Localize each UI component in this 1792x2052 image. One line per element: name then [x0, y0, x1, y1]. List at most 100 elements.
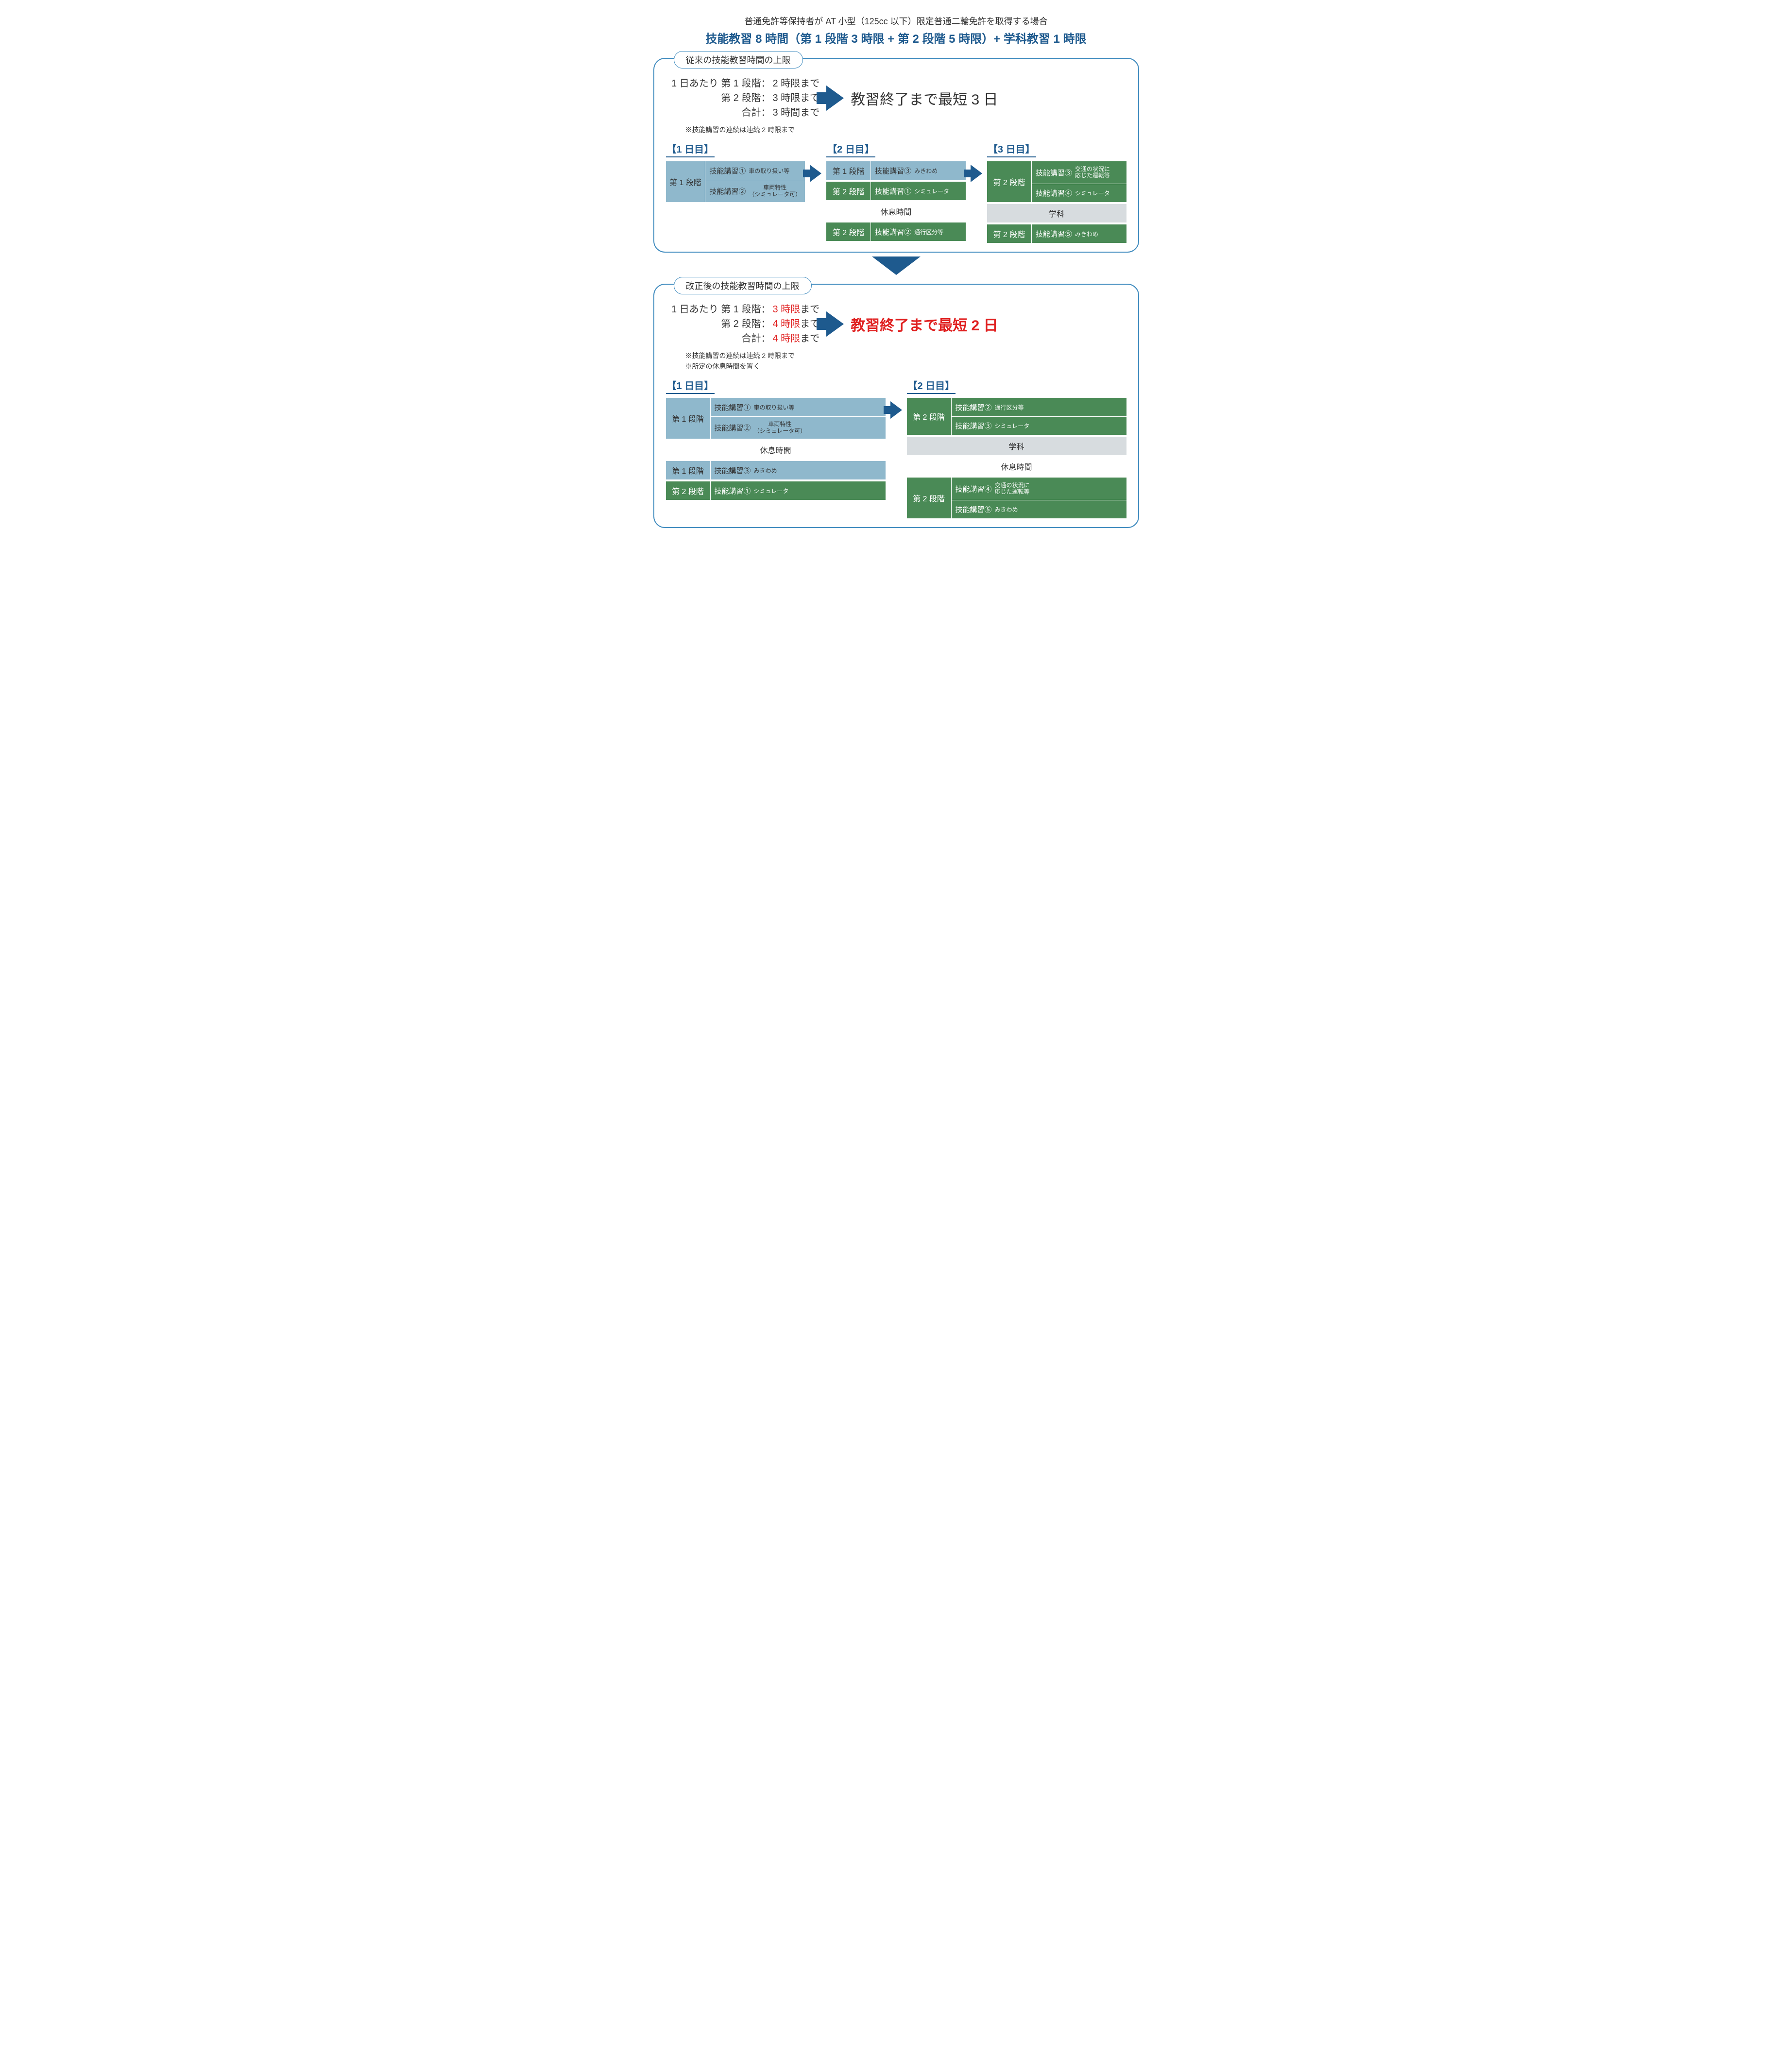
stage-label: 第 1 段階	[826, 161, 871, 180]
day-title: 【1 日目】	[666, 141, 715, 157]
lesson-main: 技能講習②	[709, 186, 746, 196]
lesson-cell: 技能講習③みきわめ	[711, 461, 886, 479]
limits-prefix: 合計：	[666, 105, 773, 120]
lesson-sub: みきわめ	[754, 466, 777, 475]
lesson-main: 技能講習②	[875, 227, 911, 237]
limits-suffix: まで	[800, 331, 819, 346]
lesson-cell: 技能講習⑤みきわめ	[1032, 224, 1126, 243]
lesson-cell: 技能講習②車両特性（シミュレータ可）	[705, 180, 805, 202]
stage-group: 第 2 段階技能講習②通行区分等技能講習③シミュレータ	[907, 398, 1126, 435]
stage-label: 第 2 段階	[907, 398, 952, 435]
panel-title: 従来の技能教習時間の上限	[674, 51, 803, 68]
lesson-sub: 車の取り扱い等	[754, 403, 795, 411]
lesson-cell: 技能講習①シミュレータ	[711, 481, 886, 500]
lesson-main: 技能講習①	[875, 186, 911, 196]
limits-value: 4 時限	[773, 317, 801, 331]
panel: 従来の技能教習時間の上限1 日あたり 第 1 段階：2 時限まで第 2 段階：3…	[653, 58, 1139, 253]
lesson-main: 技能講習③	[875, 166, 911, 176]
limits-prefix: 第 2 段階：	[666, 91, 773, 105]
stage-group: 第 1 段階技能講習①車の取り扱い等技能講習②車両特性（シミュレータ可）	[666, 398, 886, 439]
gakka-row: 学科	[907, 437, 1126, 455]
lesson-cell: 技能講習②車両特性（シミュレータ可）	[711, 416, 886, 439]
panel-title: 改正後の技能教習時間の上限	[674, 277, 812, 294]
lesson-cell: 技能講習③シミュレータ	[952, 416, 1126, 435]
lesson-cell: 技能講習①シミュレータ	[871, 182, 966, 200]
day-column: 【1 日目】第 1 段階技能講習①車の取り扱い等技能講習②車両特性（シミュレータ…	[666, 141, 805, 202]
down-arrow-wrap	[653, 256, 1139, 275]
lesson-sub: 車両特性（シミュレータ可）	[749, 185, 801, 197]
lesson-main: 技能講習①	[715, 486, 751, 496]
stage-row: 第 2 段階技能講習①シミュレータ	[666, 481, 886, 500]
stage-label: 第 1 段階	[666, 398, 711, 439]
limits-note: ※技能講習の連続は連続 2 時限まで	[685, 125, 1126, 135]
lesson-main: 技能講習①	[709, 166, 746, 176]
lesson-cell: 技能講習③交通の状況に応じた運転等	[1032, 161, 1126, 184]
limits-block: 1 日あたり 第 1 段階：3 時限まで第 2 段階：4 時限まで合計：4 時限…	[666, 302, 820, 346]
break-row: 休息時間	[826, 202, 966, 221]
lesson-main: 技能講習②	[956, 402, 992, 412]
lesson-cell: 技能講習①車の取り扱い等	[711, 398, 886, 416]
lesson-main: 技能講習①	[715, 402, 751, 412]
lesson-sub: 通行区分等	[995, 403, 1024, 411]
limits-prefix: 第 2 段階：	[666, 317, 773, 331]
lesson-main: 技能講習③	[1036, 168, 1072, 178]
limits-value: 3 時限	[773, 91, 801, 105]
stage-label: 第 2 段階	[826, 222, 871, 241]
lesson-cell: 技能講習①車の取り扱い等	[705, 161, 805, 180]
stage-label: 第 2 段階	[987, 161, 1032, 202]
stage-group: 第 2 段階技能講習④交通の状況に応じた運転等技能講習⑤みきわめ	[907, 478, 1126, 518]
lesson-main: 技能講習③	[715, 465, 751, 476]
limits-prefix: 1 日あたり 第 1 段階：	[666, 76, 773, 91]
lesson-main: 技能講習③	[956, 421, 992, 431]
limits-note: ※所定の休息時間を置く	[685, 361, 1126, 371]
day-title: 【2 日目】	[826, 141, 875, 157]
limits-suffix: まで	[800, 105, 819, 120]
lesson-sub: みきわめ	[914, 167, 938, 175]
days-row: 【1 日目】第 1 段階技能講習①車の取り扱い等技能講習②車両特性（シミュレータ…	[666, 378, 1126, 518]
lesson-main: 技能講習②	[715, 423, 751, 433]
limits-note: ※技能講習の連続は連続 2 時限まで	[685, 351, 1126, 360]
lesson-main: 技能講習⑤	[956, 504, 992, 514]
lesson-sub: 通行区分等	[914, 228, 943, 236]
limits-value: 3 時限	[773, 302, 801, 317]
lesson-sub: 車両特性（シミュレータ可）	[754, 421, 806, 434]
limits-block: 1 日あたり 第 1 段階：2 時限まで第 2 段階：3 時限まで合計：3 時間…	[666, 76, 820, 120]
lesson-cell: 技能講習④シミュレータ	[1032, 184, 1126, 202]
stage-label: 第 1 段階	[666, 461, 711, 479]
arrow-right-icon	[971, 165, 982, 182]
limits-prefix: 1 日あたり 第 1 段階：	[666, 302, 773, 317]
stage-label: 第 1 段階	[666, 161, 706, 202]
arrow-right-icon	[826, 311, 844, 337]
stage-group: 第 2 段階技能講習③交通の状況に応じた運転等技能講習④シミュレータ	[987, 161, 1126, 202]
stage-row: 第 1 段階技能講習③みきわめ	[666, 461, 886, 479]
lesson-sub: シミュレータ	[914, 187, 949, 195]
lesson-cell: 技能講習④交通の状況に応じた運転等	[952, 478, 1126, 500]
gakka-row: 学科	[987, 204, 1126, 222]
lesson-main: 技能講習④	[1036, 188, 1072, 198]
panel: 改正後の技能教習時間の上限1 日あたり 第 1 段階：3 時限まで第 2 段階：…	[653, 284, 1139, 528]
result-text: 教習終了まで最短 2 日	[851, 313, 998, 335]
day-column: 【2 日目】第 1 段階技能講習③みきわめ第 2 段階技能講習①シミュレータ休息…	[826, 141, 966, 241]
lesson-cell: 技能講習⑤みきわめ	[952, 500, 1126, 518]
arrow-right-icon	[890, 401, 902, 419]
stage-group: 第 1 段階技能講習①車の取り扱い等技能講習②車両特性（シミュレータ可）	[666, 161, 805, 202]
day-title: 【1 日目】	[666, 378, 715, 394]
lesson-sub: みきわめ	[1075, 230, 1098, 238]
header-subtitle: 普通免許等保持者が AT 小型（125cc 以下）限定普通二輪免許を取得する場合	[653, 15, 1139, 27]
result-text: 教習終了まで最短 3 日	[851, 87, 998, 109]
arrow-right-icon	[810, 165, 821, 182]
lesson-sub: シミュレータ	[1075, 189, 1110, 197]
lesson-sub: 交通の状況に応じた運転等	[1075, 166, 1110, 179]
days-row: 【1 日目】第 1 段階技能講習①車の取り扱い等技能講習②車両特性（シミュレータ…	[666, 141, 1126, 243]
day-title: 【2 日目】	[907, 378, 956, 394]
stage-row: 第 1 段階技能講習③みきわめ	[826, 161, 966, 180]
limits-suffix: まで	[800, 76, 819, 91]
day-column: 【1 日目】第 1 段階技能講習①車の取り扱い等技能講習②車両特性（シミュレータ…	[666, 378, 886, 500]
lesson-main: 技能講習⑤	[1036, 229, 1072, 239]
lesson-sub: シミュレータ	[995, 422, 1030, 430]
limits-value: 3 時間	[773, 105, 801, 120]
break-row: 休息時間	[666, 441, 886, 459]
stage-row: 第 2 段階技能講習⑤みきわめ	[987, 224, 1126, 243]
day-column: 【3 日目】第 2 段階技能講習③交通の状況に応じた運転等技能講習④シミュレータ…	[987, 141, 1126, 243]
stage-row: 第 2 段階技能講習②通行区分等	[826, 222, 966, 241]
